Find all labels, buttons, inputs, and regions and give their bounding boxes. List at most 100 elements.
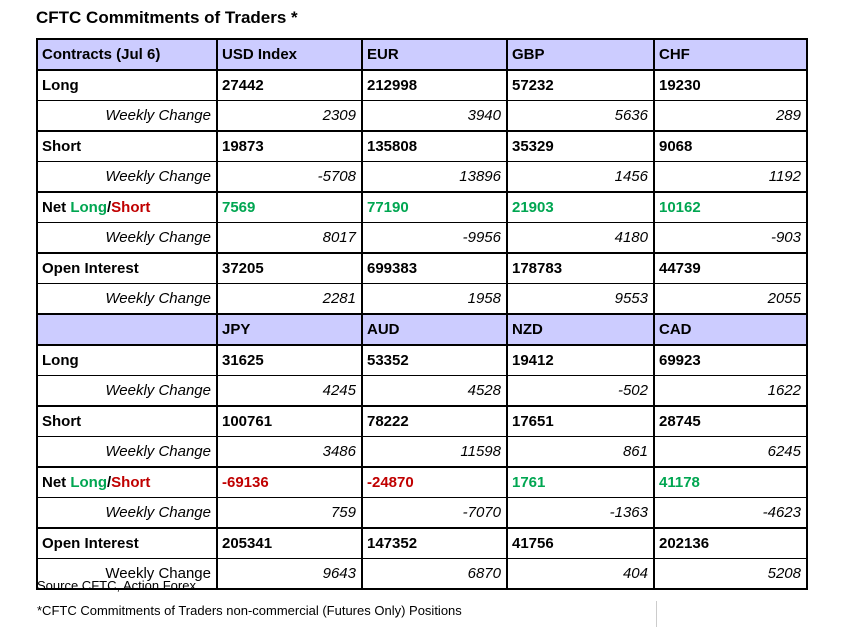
value-cell: -7070	[361, 497, 508, 528]
value-cell: 1761	[506, 466, 655, 498]
table-row: Short 100761 78222 17651 28745	[36, 405, 808, 437]
value-cell: 69923	[653, 344, 808, 376]
empty-header-cell	[36, 313, 218, 346]
value-cell: -9956	[361, 222, 508, 253]
value-cell: 202136	[653, 527, 808, 559]
value-cell: 8017	[216, 222, 363, 253]
column-header-eur: EUR	[361, 38, 508, 71]
table-row: Short 19873 135808 35329 9068	[36, 130, 808, 162]
row-label: Weekly Change	[36, 222, 218, 253]
value-cell: 13896	[361, 161, 508, 192]
contracts-header-cell: Contracts (Jul 6)	[36, 38, 218, 71]
row-label-part: Short	[111, 474, 151, 491]
value-cell: 41178	[653, 466, 808, 498]
column-header-nzd: NZD	[506, 313, 655, 346]
section-header-row: Contracts (Jul 6) USD Index EUR GBP CHF	[36, 38, 808, 71]
value-cell: 100761	[216, 405, 363, 437]
value-cell: 1192	[653, 161, 808, 192]
value-cell: -5708	[216, 161, 363, 192]
row-label-part: Long	[70, 474, 107, 491]
value-cell: -1363	[506, 497, 655, 528]
value-cell: 147352	[361, 527, 508, 559]
value-cell: 35329	[506, 130, 655, 162]
row-label: Weekly Change	[36, 375, 218, 406]
value-cell: 3940	[361, 100, 508, 131]
value-cell: 28745	[653, 405, 808, 437]
value-cell: 404	[506, 558, 655, 589]
table-row: Weekly Change 3486 11598 861 6245	[36, 436, 808, 467]
value-cell: 135808	[361, 130, 508, 162]
row-label: Open Interest	[36, 527, 218, 559]
value-cell: 1958	[361, 283, 508, 314]
table-row: Weekly Change -5708 13896 1456 1192	[36, 161, 808, 192]
table-row: Open Interest 37205 699383 178783 44739	[36, 252, 808, 284]
value-cell: 4528	[361, 375, 508, 406]
value-cell: 10162	[653, 191, 808, 223]
value-cell: 21903	[506, 191, 655, 223]
value-cell: 44739	[653, 252, 808, 284]
table-row: Net Long/Short -69136 -24870 1761 41178	[36, 466, 808, 498]
column-header-gbp: GBP	[506, 38, 655, 71]
column-header-cad: CAD	[653, 313, 808, 346]
value-cell: 861	[506, 436, 655, 467]
value-cell: 5636	[506, 100, 655, 131]
cot-table-body: Contracts (Jul 6) USD Index EUR GBP CHF Long 2…	[36, 38, 808, 589]
value-cell: 6245	[653, 436, 808, 467]
column-header-chf: CHF	[653, 38, 808, 71]
table-row: Weekly Change 759 -7070 -1363 -4623	[36, 497, 808, 528]
value-cell: 6870	[361, 558, 508, 589]
row-label-part: Short	[111, 199, 151, 216]
table-row: Open Interest 205341 147352 41756 202136	[36, 527, 808, 559]
row-label: Weekly Change	[36, 436, 218, 467]
row-label: Long	[36, 69, 218, 101]
value-cell: -502	[506, 375, 655, 406]
value-cell: 212998	[361, 69, 508, 101]
gridline-artifact	[656, 601, 657, 627]
row-label: Weekly Change	[36, 283, 218, 314]
table-row: Long 31625 53352 19412 69923	[36, 344, 808, 376]
cot-table: Contracts (Jul 6) USD Index EUR GBP CHF Long 2…	[36, 38, 808, 590]
section-header-row: JPY AUD NZD CAD	[36, 313, 808, 346]
value-cell: 19412	[506, 344, 655, 376]
footnote: *CFTC Commitments of Traders non-commerc…	[37, 603, 462, 618]
row-label: Short	[36, 405, 218, 437]
row-label: Long	[36, 344, 218, 376]
value-cell: 77190	[361, 191, 508, 223]
value-cell: -69136	[216, 466, 363, 498]
value-cell: 9068	[653, 130, 808, 162]
value-cell: 2281	[216, 283, 363, 314]
table-row: Net Long/Short 7569 77190 21903 10162	[36, 191, 808, 223]
table-row: Weekly Change 2281 1958 9553 2055	[36, 283, 808, 314]
row-label-part: /	[107, 474, 112, 491]
value-cell: -24870	[361, 466, 508, 498]
value-cell: 78222	[361, 405, 508, 437]
table-row: Weekly Change 8017 -9956 4180 -903	[36, 222, 808, 253]
value-cell: 9643	[216, 558, 363, 589]
value-cell: 1622	[653, 375, 808, 406]
table-row: Weekly Change 4245 4528 -502 1622	[36, 375, 808, 406]
source-note: Source CFTC, Action Forex	[37, 578, 196, 593]
value-cell: 41756	[506, 527, 655, 559]
value-cell: -4623	[653, 497, 808, 528]
column-header-jpy: JPY	[216, 313, 363, 346]
row-label: Short	[36, 130, 218, 162]
value-cell: 17651	[506, 405, 655, 437]
row-label: Weekly Change	[36, 100, 218, 131]
value-cell: 9553	[506, 283, 655, 314]
value-cell: 19873	[216, 130, 363, 162]
value-cell: 19230	[653, 69, 808, 101]
value-cell: -903	[653, 222, 808, 253]
table-row: Weekly Change 9643 6870 404 5208	[36, 558, 808, 589]
value-cell: 205341	[216, 527, 363, 559]
value-cell: 5208	[653, 558, 808, 589]
value-cell: 53352	[361, 344, 508, 376]
value-cell: 178783	[506, 252, 655, 284]
value-cell: 37205	[216, 252, 363, 284]
value-cell: 4245	[216, 375, 363, 406]
row-label-part: Long	[70, 199, 107, 216]
value-cell: 4180	[506, 222, 655, 253]
value-cell: 27442	[216, 69, 363, 101]
value-cell: 57232	[506, 69, 655, 101]
value-cell: 3486	[216, 436, 363, 467]
